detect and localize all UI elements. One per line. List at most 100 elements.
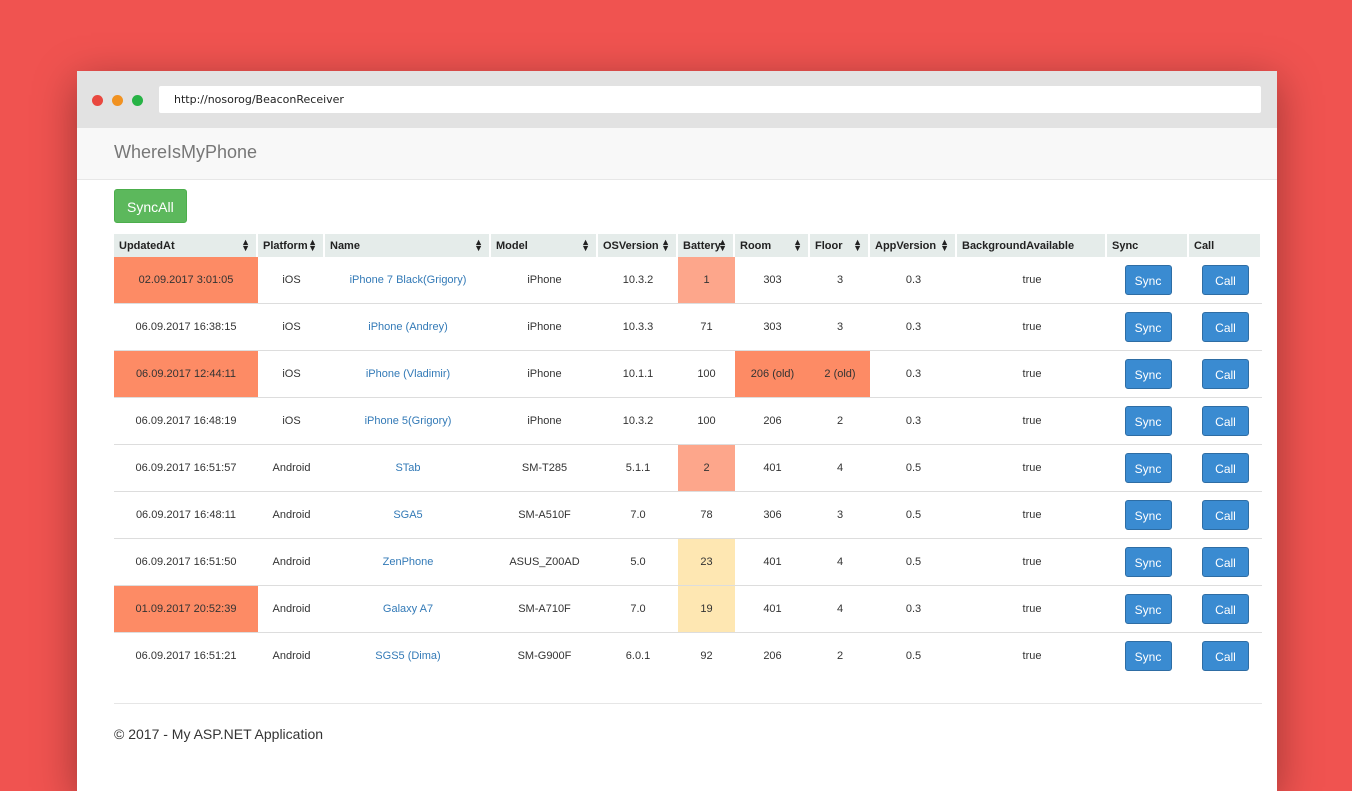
call-button[interactable]: Call bbox=[1202, 594, 1249, 624]
table-header-row: UpdatedAt ▲ ▼ Platform ▲ ▼ Name ▲ ▼ Model ▲ ▼ OS… bbox=[114, 234, 1262, 257]
cell-floor: 3 bbox=[810, 303, 870, 350]
cell-room: 401 bbox=[735, 444, 810, 491]
device-name-link[interactable]: SGA5 bbox=[325, 491, 491, 538]
cell-battery: 78 bbox=[678, 491, 735, 538]
column-header-backgroundavailable[interactable]: BackgroundAvailable bbox=[957, 234, 1107, 257]
cell-os-version: 6.0.1 bbox=[598, 632, 678, 679]
cell-platform: Android bbox=[258, 585, 325, 632]
sync-button[interactable]: Sync bbox=[1124, 265, 1172, 295]
column-header-updatedat[interactable]: UpdatedAt ▲ ▼ bbox=[114, 234, 258, 257]
device-name-link[interactable]: ZenPhone bbox=[325, 538, 491, 585]
cell-app-version: 0.3 bbox=[870, 397, 957, 444]
column-header-room[interactable]: Room ▲ ▼ bbox=[735, 234, 810, 257]
cell-updated-at: 06.09.2017 16:51:21 bbox=[114, 632, 258, 679]
sort-icon: ▲ ▼ bbox=[661, 237, 670, 253]
column-header-model[interactable]: Model ▲ ▼ bbox=[491, 234, 598, 257]
cell-room: 401 bbox=[735, 538, 810, 585]
cell-app-version: 0.3 bbox=[870, 585, 957, 632]
cell-model: SM-A710F bbox=[491, 585, 598, 632]
cell-updated-at: 02.09.2017 3:01:05 bbox=[114, 257, 258, 303]
device-name-link[interactable]: iPhone (Andrey) bbox=[325, 303, 491, 350]
navbar: WhereIsMyPhone bbox=[77, 128, 1277, 180]
sync-button[interactable]: Sync bbox=[1124, 594, 1172, 624]
sync-button[interactable]: Sync bbox=[1124, 359, 1172, 389]
address-bar[interactable]: http://nosorog/BeaconReceiver bbox=[159, 86, 1261, 113]
call-button[interactable]: Call bbox=[1202, 547, 1249, 577]
sync-button[interactable]: Sync bbox=[1124, 312, 1172, 342]
cell-background-available: true bbox=[957, 491, 1107, 538]
cell-model: ASUS_Z00AD bbox=[491, 538, 598, 585]
table-row: 06.09.2017 16:38:15 iOS iPhone (Andrey) … bbox=[114, 303, 1262, 350]
cell-battery: 71 bbox=[678, 303, 735, 350]
minimize-window-dot[interactable] bbox=[112, 95, 123, 106]
sort-icon: ▲ ▼ bbox=[853, 237, 862, 253]
sort-icon: ▲ ▼ bbox=[308, 237, 317, 253]
column-header-name[interactable]: Name ▲ ▼ bbox=[325, 234, 491, 257]
call-button[interactable]: Call bbox=[1202, 406, 1249, 436]
sync-button[interactable]: Sync bbox=[1124, 641, 1172, 671]
footer-divider bbox=[114, 703, 1262, 704]
cell-model: SM-A510F bbox=[491, 491, 598, 538]
cell-sync: Sync bbox=[1107, 350, 1189, 397]
column-header-platform[interactable]: Platform ▲ ▼ bbox=[258, 234, 325, 257]
device-name-link[interactable]: iPhone 5(Grigory) bbox=[325, 397, 491, 444]
call-button[interactable]: Call bbox=[1202, 265, 1249, 295]
maximize-window-dot[interactable] bbox=[132, 95, 143, 106]
sort-icon: ▲ ▼ bbox=[474, 237, 483, 253]
column-header-battery[interactable]: Battery ▲ ▼ bbox=[678, 234, 735, 257]
cell-sync: Sync bbox=[1107, 585, 1189, 632]
sync-button[interactable]: Sync bbox=[1124, 406, 1172, 436]
call-button[interactable]: Call bbox=[1202, 359, 1249, 389]
cell-battery: 2 bbox=[678, 444, 735, 491]
cell-room: 206 bbox=[735, 397, 810, 444]
brand-link[interactable]: WhereIsMyPhone bbox=[114, 142, 258, 162]
column-header-call: Call bbox=[1189, 234, 1262, 257]
cell-sync: Sync bbox=[1107, 257, 1189, 303]
column-header-floor[interactable]: Floor ▲ ▼ bbox=[810, 234, 870, 257]
cell-sync: Sync bbox=[1107, 491, 1189, 538]
sync-button[interactable]: Sync bbox=[1124, 547, 1172, 577]
sync-button[interactable]: Sync bbox=[1124, 453, 1172, 483]
table-row: 06.09.2017 16:48:11 Android SGA5 SM-A510… bbox=[114, 491, 1262, 538]
call-button[interactable]: Call bbox=[1202, 500, 1249, 530]
cell-platform: Android bbox=[258, 444, 325, 491]
cell-updated-at: 06.09.2017 12:44:11 bbox=[114, 350, 258, 397]
call-button[interactable]: Call bbox=[1202, 453, 1249, 483]
cell-background-available: true bbox=[957, 397, 1107, 444]
call-button[interactable]: Call bbox=[1202, 312, 1249, 342]
cell-call: Call bbox=[1189, 632, 1262, 679]
cell-floor: 2 bbox=[810, 397, 870, 444]
device-name-link[interactable]: iPhone 7 Black(Grigory) bbox=[349, 274, 467, 286]
cell-updated-at: 06.09.2017 16:48:11 bbox=[114, 491, 258, 538]
cell-sync: Sync bbox=[1107, 444, 1189, 491]
column-header-osversion[interactable]: OSVersion ▲ ▼ bbox=[598, 234, 678, 257]
cell-updated-at: 06.09.2017 16:38:15 bbox=[114, 303, 258, 350]
cell-app-version: 0.3 bbox=[870, 350, 957, 397]
device-name-link[interactable]: Galaxy A7 bbox=[325, 585, 491, 632]
cell-os-version: 10.3.2 bbox=[598, 397, 678, 444]
cell-call: Call bbox=[1189, 257, 1262, 303]
column-header-appversion[interactable]: AppVersion ▲ ▼ bbox=[870, 234, 957, 257]
call-button[interactable]: Call bbox=[1202, 641, 1249, 671]
cell-background-available: true bbox=[957, 444, 1107, 491]
cell-os-version: 10.3.2 bbox=[622, 274, 654, 286]
cell-updated-at: 06.09.2017 16:48:19 bbox=[114, 397, 258, 444]
sync-all-button[interactable]: SyncAll bbox=[114, 189, 187, 223]
cell-floor: 3 bbox=[836, 274, 844, 286]
cell-background-available: true bbox=[957, 350, 1107, 397]
devices-table: UpdatedAt ▲ ▼ Platform ▲ ▼ Name ▲ ▼ Model ▲ ▼ OS… bbox=[114, 234, 1262, 679]
column-header-sync: Sync bbox=[1107, 234, 1189, 257]
cell-sync: Sync bbox=[1107, 632, 1189, 679]
device-name-link[interactable]: iPhone (Vladimir) bbox=[325, 350, 491, 397]
device-name-link[interactable]: SGS5 (Dima) bbox=[325, 632, 491, 679]
cell-os-version: 7.0 bbox=[598, 585, 678, 632]
sort-icon: ▲ ▼ bbox=[581, 237, 590, 253]
table-row: 06.09.2017 16:51:50 Android ZenPhone ASU… bbox=[114, 538, 1262, 585]
cell-os-version: 10.3.3 bbox=[598, 303, 678, 350]
close-window-dot[interactable] bbox=[92, 95, 103, 106]
device-name-link[interactable]: STab bbox=[325, 444, 491, 491]
cell-updated-at: 06.09.2017 16:51:57 bbox=[114, 444, 258, 491]
sync-button[interactable]: Sync bbox=[1124, 500, 1172, 530]
cell-battery: 100 bbox=[678, 350, 735, 397]
table-row: 01.09.2017 20:52:39 Android Galaxy A7 SM… bbox=[114, 585, 1262, 632]
